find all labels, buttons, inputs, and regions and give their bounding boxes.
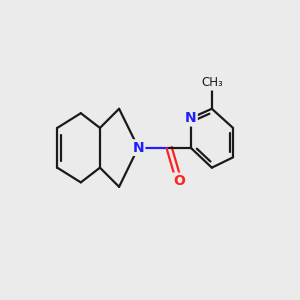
- Text: O: O: [173, 174, 185, 188]
- Text: CH₃: CH₃: [201, 76, 223, 89]
- Text: N: N: [185, 111, 197, 125]
- Text: N: N: [132, 141, 144, 154]
